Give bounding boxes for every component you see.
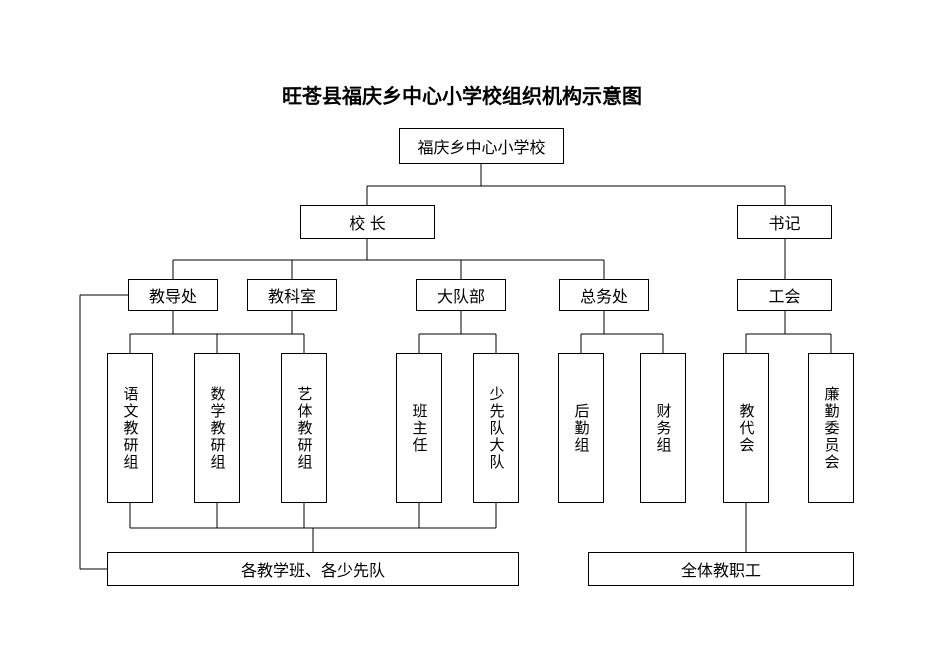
node-label: 全体教职工	[681, 557, 761, 581]
node-bzr: 班主任	[396, 353, 442, 503]
node-jdc: 教导处	[128, 279, 218, 311]
node-root: 福庆乡中心小学校	[399, 128, 564, 164]
node-cw: 财务组	[640, 353, 686, 503]
node-label: 福庆乡中心小学校	[417, 134, 545, 158]
node-label: 各教学班、各少先队	[241, 557, 385, 581]
node-lqw: 廉勤委员会	[808, 353, 854, 503]
node-label: 语文教研组	[120, 386, 141, 471]
node-label: 数学教研组	[207, 386, 228, 471]
node-label: 校 长	[349, 210, 385, 234]
node-label: 教代会	[736, 403, 757, 454]
node-qtjzg: 全体教职工	[588, 552, 854, 586]
node-label: 财务组	[653, 403, 674, 454]
chart-title: 旺苍县福庆乡中心小学校组织机构示意图	[282, 80, 642, 109]
node-label: 工会	[768, 283, 800, 307]
node-sx: 数学教研组	[194, 353, 240, 503]
node-hq: 后勤组	[558, 353, 604, 503]
node-label: 后勤组	[571, 403, 592, 454]
node-yw: 语文教研组	[107, 353, 153, 503]
node-jdh: 教代会	[723, 353, 769, 503]
node-jxb: 各教学班、各少先队	[107, 552, 519, 586]
node-label: 艺体教研组	[294, 386, 315, 471]
node-principal: 校 长	[300, 205, 435, 239]
node-gh: 工会	[737, 279, 832, 311]
node-ddb: 大队部	[416, 279, 506, 311]
node-jks: 教科室	[247, 279, 337, 311]
node-secretary: 书记	[737, 205, 832, 239]
node-label: 教导处	[149, 283, 197, 307]
node-label: 少先队大队	[486, 386, 507, 471]
node-label: 书记	[768, 210, 800, 234]
node-yt: 艺体教研组	[281, 353, 327, 503]
node-label: 廉勤委员会	[821, 386, 842, 471]
node-label: 总务处	[580, 283, 628, 307]
node-label: 班主任	[409, 403, 430, 454]
node-label: 教科室	[268, 283, 316, 307]
node-sxd: 少先队大队	[473, 353, 519, 503]
node-zwc: 总务处	[559, 279, 649, 311]
node-label: 大队部	[437, 283, 485, 307]
